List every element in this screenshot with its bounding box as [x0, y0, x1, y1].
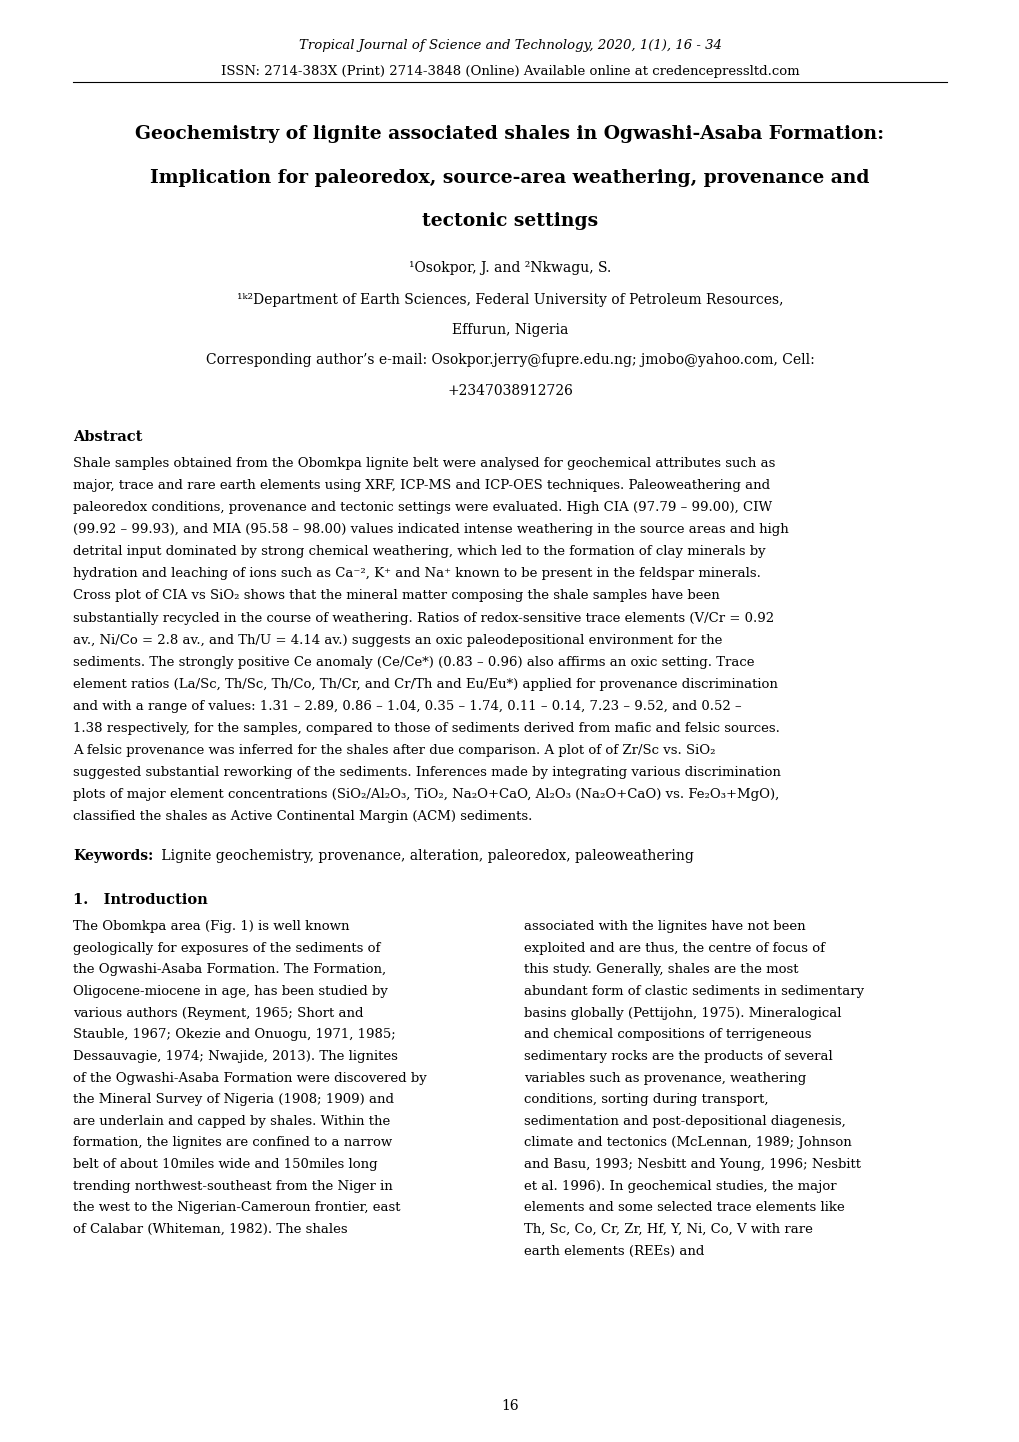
Text: climate and tectonics (McLennan, 1989; Johnson: climate and tectonics (McLennan, 1989; J… — [524, 1136, 851, 1149]
Text: basins globally (Pettijohn, 1975). Mineralogical: basins globally (Pettijohn, 1975). Miner… — [524, 1007, 841, 1019]
Text: Abstract: Abstract — [73, 430, 143, 444]
Text: sedimentary rocks are the products of several: sedimentary rocks are the products of se… — [524, 1050, 833, 1063]
Text: conditions, sorting during transport,: conditions, sorting during transport, — [524, 1093, 768, 1106]
Text: of Calabar (Whiteman, 1982). The shales: of Calabar (Whiteman, 1982). The shales — [73, 1223, 347, 1236]
Text: et al. 1996). In geochemical studies, the major: et al. 1996). In geochemical studies, th… — [524, 1180, 836, 1193]
Text: A felsic provenance was inferred for the shales after due comparison. A plot of : A felsic provenance was inferred for the… — [73, 744, 715, 757]
Text: Stauble, 1967; Okezie and Onuogu, 1971, 1985;: Stauble, 1967; Okezie and Onuogu, 1971, … — [73, 1028, 395, 1041]
Text: and with a range of values: 1.31 – 2.89, 0.86 – 1.04, 0.35 – 1.74, 0.11 – 0.14, : and with a range of values: 1.31 – 2.89,… — [73, 699, 742, 712]
Text: 1.38 respectively, for the samples, compared to those of sediments derived from : 1.38 respectively, for the samples, comp… — [73, 722, 780, 735]
Text: element ratios (La/Sc, Th/Sc, Th/Co, Th/Cr, and Cr/Th and Eu/Eu*) applied for pr: element ratios (La/Sc, Th/Sc, Th/Co, Th/… — [73, 678, 777, 691]
Text: plots of major element concentrations (SiO₂/Al₂O₃, TiO₂, Na₂O+CaO, Al₂O₃ (Na₂O+C: plots of major element concentrations (S… — [73, 787, 779, 802]
Text: suggested substantial reworking of the sediments. Inferences made by integrating: suggested substantial reworking of the s… — [73, 766, 781, 779]
Text: substantially recycled in the course of weathering. Ratios of redox-sensitive tr: substantially recycled in the course of … — [73, 611, 773, 624]
Text: elements and some selected trace elements like: elements and some selected trace element… — [524, 1201, 844, 1214]
Text: hydration and leaching of ions such as Ca⁻², K⁺ and Na⁺ known to be present in t: hydration and leaching of ions such as C… — [73, 568, 760, 581]
Text: av., Ni/Co = 2.8 av., and Th/U = 4.14 av.) suggests an oxic paleodepositional en: av., Ni/Co = 2.8 av., and Th/U = 4.14 av… — [73, 633, 722, 646]
Text: are underlain and capped by shales. Within the: are underlain and capped by shales. With… — [73, 1115, 390, 1128]
Text: ISSN: 2714-383X (Print) 2714-3848 (Online) Available online at credencepressltd.: ISSN: 2714-383X (Print) 2714-3848 (Onlin… — [220, 65, 799, 78]
Text: 1.   Introduction: 1. Introduction — [73, 893, 208, 907]
Text: (99.92 – 99.93), and MIA (95.58 – 98.00) values indicated intense weathering in : (99.92 – 99.93), and MIA (95.58 – 98.00)… — [73, 523, 789, 536]
Text: variables such as provenance, weathering: variables such as provenance, weathering — [524, 1071, 806, 1084]
Text: formation, the lignites are confined to a narrow: formation, the lignites are confined to … — [73, 1136, 392, 1149]
Text: The Obomkpa area (Fig. 1) is well known: The Obomkpa area (Fig. 1) is well known — [73, 920, 350, 933]
Text: Tropical Journal of Science and Technology, 2020, 1(1), 16 - 34: Tropical Journal of Science and Technolo… — [299, 39, 720, 52]
Text: this study. Generally, shales are the most: this study. Generally, shales are the mo… — [524, 963, 798, 976]
Text: Effurun, Nigeria: Effurun, Nigeria — [451, 323, 568, 337]
Text: detrital input dominated by strong chemical weathering, which led to the formati: detrital input dominated by strong chemi… — [73, 545, 765, 558]
Text: major, trace and rare earth elements using XRF, ICP-MS and ICP-OES techniques. P: major, trace and rare earth elements usi… — [73, 479, 769, 492]
Text: Cross plot of CIA vs SiO₂ shows that the mineral matter composing the shale samp: Cross plot of CIA vs SiO₂ shows that the… — [73, 590, 719, 603]
Text: classified the shales as Active Continental Margin (ACM) sediments.: classified the shales as Active Continen… — [73, 810, 532, 823]
Text: tectonic settings: tectonic settings — [422, 212, 597, 229]
Text: the Ogwashi-Asaba Formation. The Formation,: the Ogwashi-Asaba Formation. The Formati… — [73, 963, 386, 976]
Text: Geochemistry of lignite associated shales in Ogwashi-Asaba Formation:: Geochemistry of lignite associated shale… — [136, 125, 883, 143]
Text: Oligocene-miocene in age, has been studied by: Oligocene-miocene in age, has been studi… — [73, 985, 388, 998]
Text: sediments. The strongly positive Ce anomaly (Ce/Ce*) (0.83 – 0.96) also affirms : sediments. The strongly positive Ce anom… — [73, 656, 754, 669]
Text: of the Ogwashi-Asaba Formation were discovered by: of the Ogwashi-Asaba Formation were disc… — [73, 1071, 427, 1084]
Text: 16: 16 — [500, 1399, 519, 1413]
Text: various authors (Reyment, 1965; Short and: various authors (Reyment, 1965; Short an… — [73, 1007, 364, 1019]
Text: Corresponding author’s e-mail: Osokpor.jerry@fupre.edu.ng; jmobo@yahoo.com, Cell: Corresponding author’s e-mail: Osokpor.j… — [206, 353, 813, 368]
Text: Shale samples obtained from the Obomkpa lignite belt were analysed for geochemic: Shale samples obtained from the Obomkpa … — [73, 457, 775, 470]
Text: belt of about 10miles wide and 150miles long: belt of about 10miles wide and 150miles … — [73, 1158, 378, 1171]
Text: Lignite geochemistry, provenance, alteration, paleoredox, paleoweathering: Lignite geochemistry, provenance, altera… — [157, 849, 693, 864]
Text: earth elements (REEs) and: earth elements (REEs) and — [524, 1244, 704, 1257]
Text: the west to the Nigerian-Cameroun frontier, east: the west to the Nigerian-Cameroun fronti… — [73, 1201, 400, 1214]
Text: sedimentation and post-depositional diagenesis,: sedimentation and post-depositional diag… — [524, 1115, 845, 1128]
Text: exploited and are thus, the centre of focus of: exploited and are thus, the centre of fo… — [524, 942, 824, 955]
Text: geologically for exposures of the sediments of: geologically for exposures of the sedime… — [73, 942, 380, 955]
Text: the Mineral Survey of Nigeria (1908; 1909) and: the Mineral Survey of Nigeria (1908; 190… — [73, 1093, 394, 1106]
Text: ¹Osokpor, J. and ²Nkwagu, S.: ¹Osokpor, J. and ²Nkwagu, S. — [409, 261, 610, 275]
Text: Implication for paleoredox, source-area weathering, provenance and: Implication for paleoredox, source-area … — [150, 169, 869, 186]
Text: Keywords:: Keywords: — [73, 849, 154, 864]
Text: abundant form of clastic sediments in sedimentary: abundant form of clastic sediments in se… — [524, 985, 863, 998]
Text: paleoredox conditions, provenance and tectonic settings were evaluated. High CIA: paleoredox conditions, provenance and te… — [73, 502, 771, 515]
Text: and Basu, 1993; Nesbitt and Young, 1996; Nesbitt: and Basu, 1993; Nesbitt and Young, 1996;… — [524, 1158, 860, 1171]
Text: trending northwest-southeast from the Niger in: trending northwest-southeast from the Ni… — [73, 1180, 392, 1193]
Text: and chemical compositions of terrigeneous: and chemical compositions of terrigeneou… — [524, 1028, 811, 1041]
Text: Dessauvagie, 1974; Nwajide, 2013). The lignites: Dessauvagie, 1974; Nwajide, 2013). The l… — [73, 1050, 398, 1063]
Text: ¹ᵏ²Department of Earth Sciences, Federal University of Petroleum Resources,: ¹ᵏ²Department of Earth Sciences, Federal… — [236, 293, 783, 307]
Text: associated with the lignites have not been: associated with the lignites have not be… — [524, 920, 805, 933]
Text: +2347038912726: +2347038912726 — [446, 384, 573, 398]
Text: Th, Sc, Co, Cr, Zr, Hf, Y, Ni, Co, V with rare: Th, Sc, Co, Cr, Zr, Hf, Y, Ni, Co, V wit… — [524, 1223, 812, 1236]
